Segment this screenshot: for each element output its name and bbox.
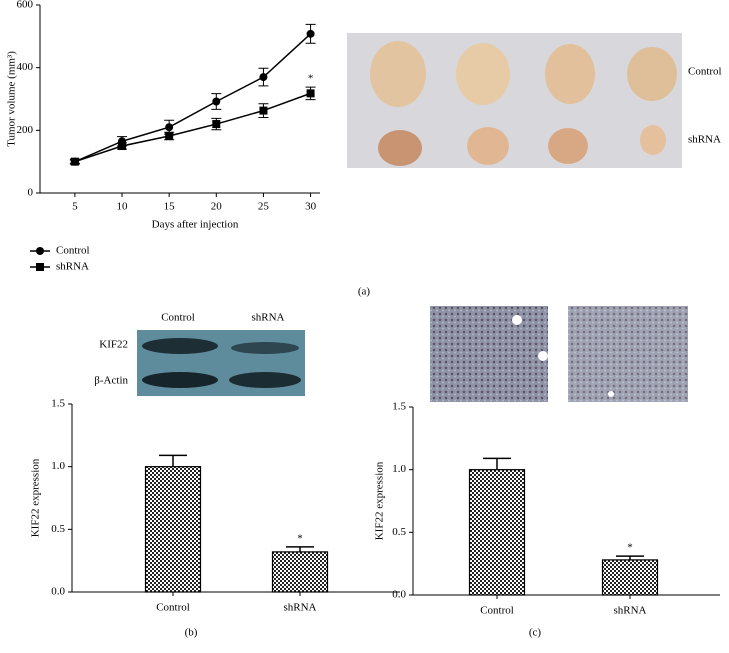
- panel-label: (c): [529, 627, 542, 639]
- error-bar: [286, 546, 314, 552]
- y-tick-label: 400: [17, 61, 34, 73]
- y-tick-label: 0.5: [392, 526, 406, 538]
- marker: [259, 106, 268, 115]
- x-tick-label: 5: [72, 201, 78, 213]
- photo-label: shRNA: [688, 134, 721, 146]
- marker: [259, 73, 268, 82]
- marker: [165, 123, 174, 132]
- x-tick-label: 25: [258, 201, 270, 213]
- x-tick-label: 30: [305, 201, 317, 213]
- x-tick-label: 20: [211, 201, 223, 213]
- error-bar: [483, 457, 511, 470]
- y-tick-label: 600: [17, 0, 34, 11]
- marker: [118, 142, 127, 150]
- x-tick-label: shRNA: [283, 602, 316, 614]
- x-tick-label: Control: [480, 605, 514, 617]
- error-bar: [159, 454, 187, 467]
- marker: [212, 97, 221, 106]
- legend-label: Control: [56, 245, 90, 257]
- western-blot: [137, 330, 305, 396]
- blot-column: shRNA: [251, 312, 284, 324]
- series-line: [74, 33, 312, 163]
- y-tick-label: 0.5: [51, 523, 65, 535]
- x-tick-label: 15: [164, 201, 176, 213]
- y-tick-label: 1.0: [392, 463, 406, 475]
- annotation: *: [308, 73, 314, 85]
- y-axis-label: Tumor volume (mm³): [6, 51, 18, 147]
- legend-label: shRNA: [56, 261, 89, 273]
- marker: [306, 29, 315, 38]
- bar: [144, 466, 202, 593]
- bar: [271, 551, 329, 593]
- blot-row: β-Actin: [94, 375, 128, 387]
- y-tick-label: 0.0: [392, 589, 406, 601]
- y-tick-label: 0.0: [51, 586, 65, 598]
- annotation: *: [297, 532, 303, 544]
- panel-label: (a): [358, 286, 371, 298]
- photo-label: Control: [688, 66, 722, 78]
- y-tick-label: 1.0: [51, 460, 65, 472]
- bar: [468, 469, 526, 596]
- blot-column: Control: [161, 312, 195, 324]
- marker: [165, 131, 174, 140]
- x-axis-label: Days after injection: [152, 219, 239, 231]
- x-tick-label: Control: [156, 602, 190, 614]
- marker: [212, 120, 221, 129]
- y-axis-label: KIF22 expression: [374, 461, 386, 540]
- y-axis-label: KIF22 expression: [30, 458, 42, 537]
- legend-marker: [36, 247, 44, 255]
- blot-row: KIF22: [99, 339, 128, 351]
- x-tick-label: 10: [117, 201, 129, 213]
- marker: [70, 157, 79, 166]
- ihc-images: [430, 306, 688, 402]
- marker: [306, 89, 315, 98]
- tumor-photo: [347, 33, 682, 168]
- y-tick-label: 1.5: [51, 398, 65, 410]
- error-bar: [616, 555, 644, 560]
- panel-label: (b): [185, 627, 198, 639]
- bar: [601, 559, 659, 596]
- y-tick-label: 200: [17, 124, 34, 136]
- y-tick-label: 0: [28, 187, 34, 199]
- series-line: [74, 92, 311, 163]
- legend-marker: [36, 263, 44, 271]
- x-tick-label: shRNA: [613, 605, 646, 617]
- y-tick-label: 1.5: [392, 401, 406, 413]
- annotation: *: [627, 542, 633, 554]
